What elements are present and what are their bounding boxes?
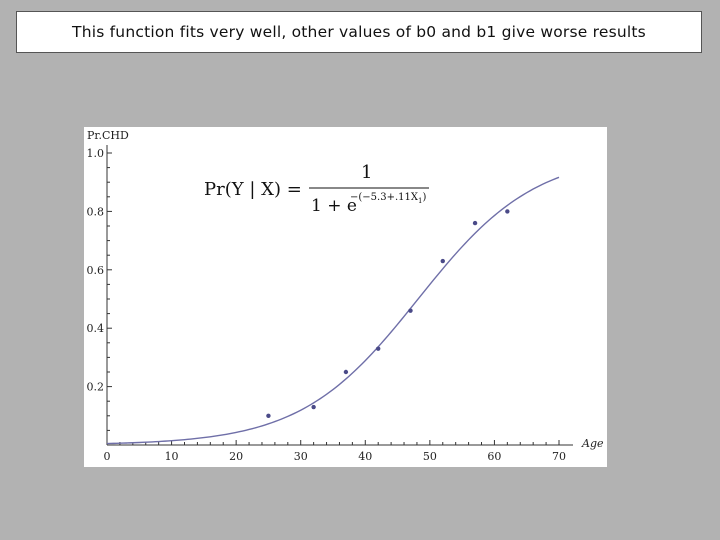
data-point: [311, 404, 316, 410]
formula-exponent-subscript: 1: [418, 197, 422, 205]
formula-lhs: Pr(Y | X) =: [204, 179, 302, 200]
axes: [106, 145, 573, 446]
data-point: [505, 209, 510, 214]
formula-exponent-text: −(−5.3+.11X: [350, 192, 419, 203]
y-tick-label: 0.2: [87, 381, 105, 394]
y-ticks: 0.2 0.4 0.6 0.8 1.0: [87, 147, 112, 446]
y-tick-label: 0.6: [87, 264, 105, 277]
logistic-chart: 0 10 20 30 40 50 60 70 0.2 0.4 0.6 0.8 1.0 Pr.CHD A…: [87, 129, 604, 463]
x-tick-label: 30: [294, 450, 308, 463]
x-tick-label: 20: [229, 450, 243, 463]
data-point: [343, 369, 349, 375]
y-axis-label: Pr.CHD: [87, 129, 129, 142]
data-points: [266, 209, 510, 418]
data-point: [376, 346, 381, 351]
x-tick-label: 0: [104, 450, 111, 463]
data-point: [266, 413, 271, 418]
x-tick-label: 60: [487, 450, 501, 463]
formula-exponent-close: ): [422, 192, 426, 203]
y-tick-label: 1.0: [87, 147, 105, 160]
x-ticks: 0 10 20 30 40 50 60 70: [104, 440, 566, 463]
y-tick-label: 0.8: [87, 205, 105, 218]
logistic-curve: [106, 176, 560, 445]
x-tick-label: 70: [552, 450, 566, 463]
formula-numerator: 1: [361, 162, 372, 183]
x-axis-label: Age: [581, 437, 604, 450]
chart-panel: 0 10 20 30 40 50 60 70 0.2 0.4 0.6 0.8 1.0 Pr.CHD A…: [84, 127, 607, 467]
y-tick-label: 0.4: [87, 322, 105, 335]
slide-title: This function fits very well, other valu…: [16, 11, 702, 53]
formula: Pr(Y | X) = 1 1 + e −(−5.3+.11X1): [204, 162, 429, 216]
data-point: [408, 308, 413, 313]
x-tick-label: 50: [423, 450, 437, 463]
formula-exponent: −(−5.3+.11X1): [350, 192, 426, 205]
data-point: [472, 220, 478, 226]
data-point: [440, 258, 445, 264]
formula-denominator: 1 + e: [311, 196, 357, 216]
x-tick-label: 40: [358, 450, 372, 463]
x-tick-label: 10: [165, 450, 179, 463]
